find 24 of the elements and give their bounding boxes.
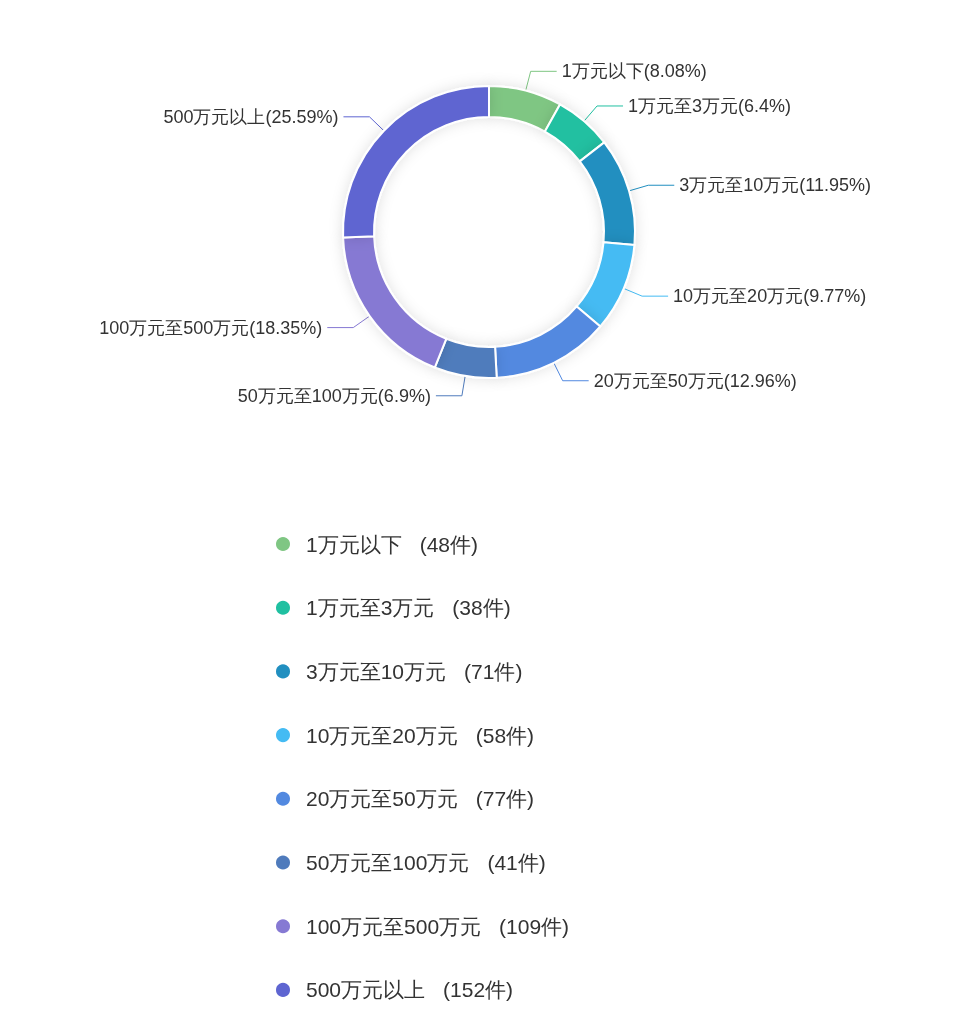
text: (77件) <box>475 787 535 811</box>
text: (38件) <box>452 596 511 620</box>
legend-label: 20万元至50万元 <box>306 787 458 811</box>
legend-label: 100万元至500万元 <box>306 914 482 938</box>
data-label: 500万元以上(25.59%) <box>163 106 339 127</box>
legend-label: 1万元至3万元 <box>306 596 435 620</box>
text: (109件) <box>499 914 570 938</box>
data-label: 50万元至100万元(6.9%) <box>237 385 431 406</box>
data-label: 20万元至50万元(12.96%) <box>593 370 797 391</box>
legend-label: 10万元至20万元 <box>306 723 458 747</box>
legend-label: 1万元以下 <box>306 532 402 556</box>
text: (71件) <box>464 659 523 683</box>
data-label: 10万元至20万元(9.77%) <box>673 286 867 307</box>
text: (41件) <box>487 851 546 874</box>
legend-label: 50万元至100万元 <box>306 851 470 874</box>
data-label: 3万元至10万元(11.95%) <box>679 175 872 196</box>
legend-label: 3万元至10万元 <box>306 659 447 683</box>
text: (58件) <box>475 723 535 747</box>
legend-label: 500万元以上 <box>306 978 426 1002</box>
text: (152件) <box>443 978 514 1002</box>
text: (48件) <box>419 532 479 556</box>
data-label: 1万元至3万元(6.4%) <box>628 95 792 116</box>
data-label: 100万元至500万元(18.35%) <box>99 317 323 338</box>
data-label: 1万元以下(8.08%) <box>561 61 707 82</box>
